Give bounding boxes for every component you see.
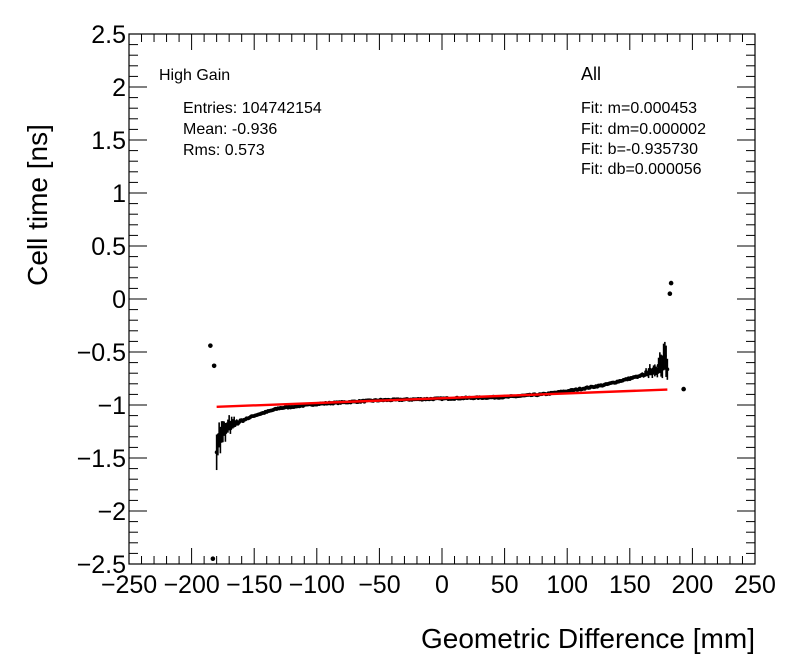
outlier-point — [668, 280, 674, 286]
x-tick-label: 250 — [734, 571, 776, 599]
y-tick-label: 2 — [112, 74, 126, 102]
y-tick-label: −2.5 — [77, 551, 126, 579]
rms-label: Rms: 0.573 — [183, 142, 265, 159]
data-point — [217, 433, 222, 437]
y-tick-label: 1 — [112, 180, 126, 208]
data-point — [214, 450, 219, 455]
x-tick-label: 150 — [609, 571, 651, 599]
x-tick-labels: −250 −200 −150 −100 −50 0 50 100 150 200 250 — [101, 571, 776, 599]
x-tick-label: 200 — [672, 571, 714, 599]
y-tick-label: −0.5 — [77, 339, 126, 367]
data-point — [215, 442, 220, 447]
data-point — [655, 370, 660, 375]
fit-line — [216, 388, 668, 409]
fit-db-label: Fit: db=0.000056 — [581, 161, 702, 178]
x-tick-label: −250 — [101, 571, 157, 599]
x-tick-label: 100 — [546, 571, 588, 599]
x-tick-label: −50 — [358, 571, 400, 599]
fit-b-label: Fit: b=-0.935730 — [581, 141, 698, 158]
data-point — [664, 359, 669, 364]
y-tick-label: 0 — [112, 286, 126, 314]
fit-m-label: Fit: m=0.000453 — [581, 100, 697, 117]
data-point — [662, 353, 667, 358]
selection-label: All — [581, 64, 601, 84]
data-point — [665, 367, 670, 372]
y-tick-labels: −2.5 −2 −1.5 −1 −0.5 0 0.5 1 1.5 2 2.5 — [77, 21, 126, 579]
data-point — [660, 364, 665, 369]
x-tick-label: −200 — [163, 571, 219, 599]
y-tick-label: −1.5 — [77, 445, 126, 473]
outlier-point — [211, 363, 217, 369]
axis-ticks — [128, 33, 756, 565]
x-axis-title: Geometric Difference [mm] — [421, 623, 755, 654]
y-axis-title: Cell time [ns] — [22, 124, 53, 286]
outlier-point — [208, 343, 213, 348]
y-tick-label: 1.5 — [91, 127, 126, 155]
data-point — [218, 438, 223, 442]
fit-line-group — [216, 388, 668, 409]
outlier-point — [681, 386, 686, 392]
data-point — [226, 424, 230, 429]
data-point — [650, 371, 655, 376]
data-points — [208, 280, 686, 561]
entries-label: Entries: 104742154 — [183, 100, 322, 117]
x-tick-label: 0 — [435, 571, 449, 599]
x-tick-label: 50 — [491, 571, 519, 599]
gain-label: High Gain — [159, 67, 230, 84]
x-tick-label: −150 — [226, 571, 282, 599]
fit-dm-label: Fit: dm=0.000002 — [581, 121, 706, 138]
mean-label: Mean: -0.936 — [183, 121, 277, 138]
data-point — [228, 426, 233, 431]
x-tick-label: −100 — [289, 571, 345, 599]
y-tick-label: −1 — [97, 392, 126, 420]
y-tick-label: 2.5 — [91, 21, 126, 49]
y-tick-label: −2 — [97, 498, 126, 526]
outlier-point — [210, 556, 216, 561]
y-tick-label: 0.5 — [91, 233, 126, 261]
data-point — [223, 430, 228, 435]
data-point — [657, 360, 662, 365]
outlier-point — [667, 291, 673, 297]
